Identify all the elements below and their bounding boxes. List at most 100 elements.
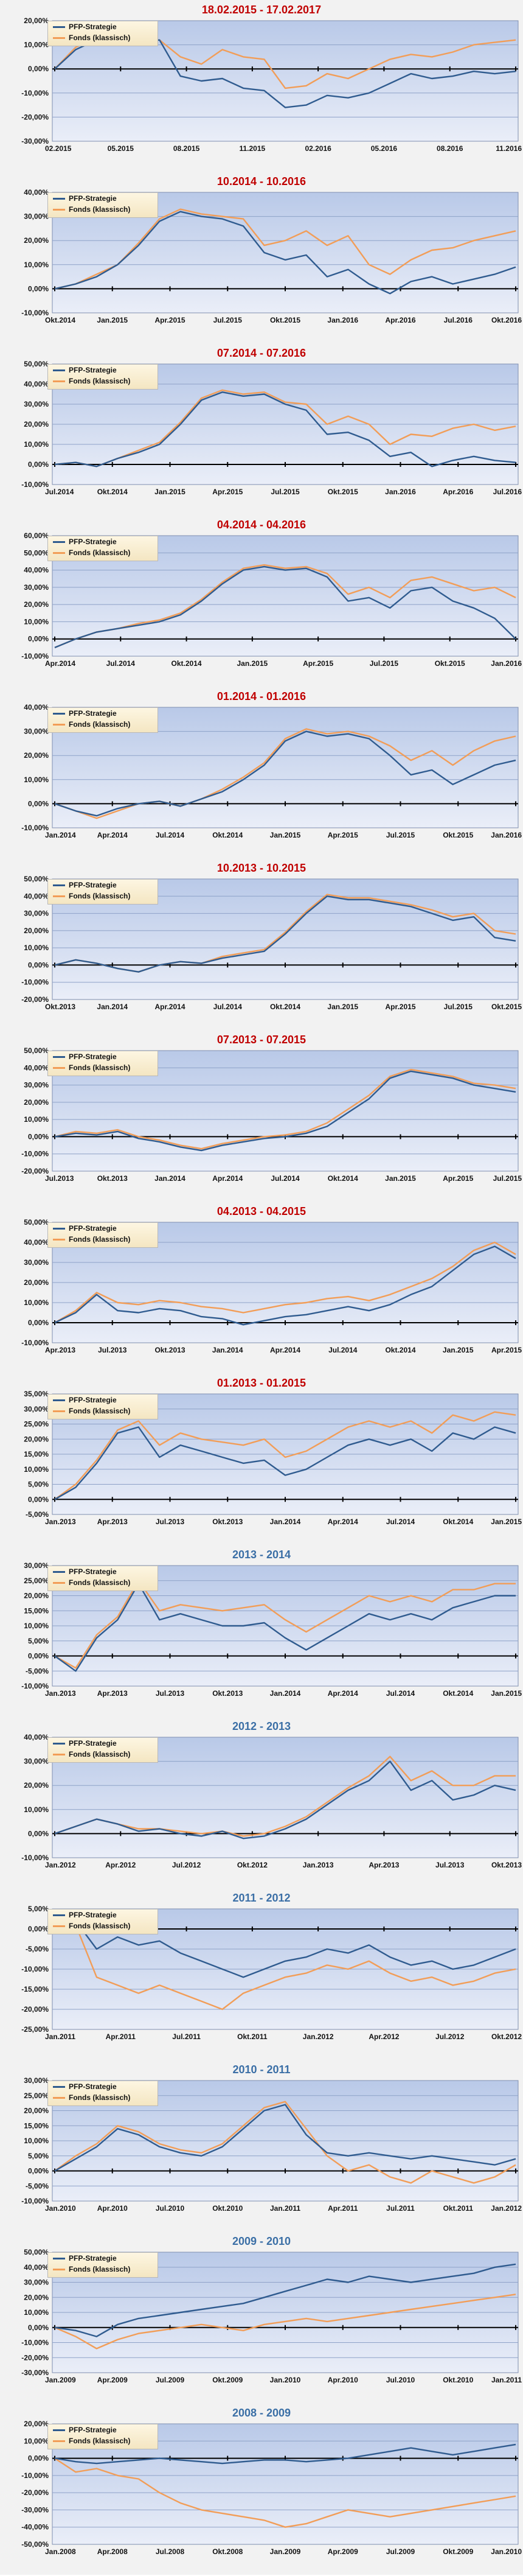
y-tick-label: 20,00% — [24, 2420, 49, 2428]
x-tick-label: Jul.2014 — [328, 1346, 358, 1354]
x-tick-label: Jan.2012 — [491, 2204, 522, 2213]
legend-entry: Fonds (klassisch) — [48, 1405, 158, 1416]
y-tick-label: 10,00% — [24, 440, 49, 449]
x-tick-label: Jan.2015 — [385, 1174, 416, 1183]
legend-entry: Fonds (klassisch) — [48, 1577, 158, 1588]
y-tick-label: -20,00% — [21, 2005, 49, 2014]
x-tick-label: Jul.2014 — [45, 488, 74, 496]
x-tick-label: Jul.2015 — [213, 316, 243, 324]
x-tick-label: Apr.2015 — [491, 1346, 522, 1354]
x-tick-label: Okt.2014 — [443, 1517, 473, 1526]
legend: PFP-Strategie Fonds (klassisch) — [47, 2252, 158, 2278]
legend-entry: Fonds (klassisch) — [48, 2092, 158, 2103]
chart-panel: 10.2013 - 10.2015 -20,00% -10,00% 0,00% 10,0… — [0, 858, 523, 1030]
y-tick-label: 0,00% — [28, 635, 49, 643]
y-tick-label: -10,00% — [21, 2471, 49, 2480]
legend-swatch — [53, 1582, 65, 1584]
legend: PFP-Strategie Fonds (klassisch) — [47, 879, 158, 905]
x-tick-label: Jan.2016 — [491, 659, 522, 668]
x-tick-label: Okt.2015 — [270, 316, 300, 324]
series-line-pfp-strategie — [54, 391, 516, 467]
legend: PFP-Strategie Fonds (klassisch) — [47, 1051, 158, 1076]
x-tick-label: Jul.2013 — [435, 1861, 465, 1869]
series-line-pfp-strategie — [54, 2104, 516, 2172]
legend-swatch — [53, 2097, 65, 2099]
x-tick-label: Jul.2015 — [370, 659, 399, 668]
x-tick-label: Jan.2015 — [327, 1003, 358, 1011]
y-tick-label: 10,00% — [24, 617, 49, 626]
chart-svg: -10,00% -5,00% 0,00% 5,00% 10,00% 15,00% 20,00… — [21, 2076, 522, 2213]
legend-swatch — [53, 2440, 65, 2442]
legend-entry: PFP-Strategie — [48, 708, 158, 719]
series-line-pfp-strategie — [54, 1583, 516, 1672]
y-tick-label: 10,00% — [24, 775, 49, 784]
x-tick-label: Apr.2009 — [97, 2376, 128, 2384]
y-tick-label: -5,00% — [26, 2182, 49, 2190]
y-tick-label: 5,00% — [28, 1480, 49, 1489]
legend-swatch — [53, 26, 65, 28]
legend-swatch — [53, 209, 65, 211]
legend-label: PFP-Strategie — [69, 2254, 117, 2263]
y-tick-label: 30,00% — [24, 583, 49, 592]
y-tick-label: 40,00% — [24, 1238, 49, 1247]
x-tick-label: Apr.2011 — [328, 2204, 358, 2213]
legend-swatch — [53, 1754, 65, 1755]
x-tick-label: Okt.2009 — [443, 2547, 473, 2556]
legend-label: Fonds (klassisch) — [69, 33, 131, 42]
x-tick-label: Okt.2014 — [385, 1346, 415, 1354]
y-tick-label: 20,00% — [24, 926, 49, 935]
y-tick-label: -10,00% — [21, 480, 49, 489]
legend-label: Fonds (klassisch) — [69, 1407, 131, 1415]
chart-panel: 18.02.2015 - 17.02.2017 -30,00% -20,00% -10… — [0, 0, 523, 172]
chart-svg: -5,00% 0,00% 5,00% 10,00% 15,00% 20,00% 25,00%… — [24, 1390, 522, 1526]
legend: PFP-Strategie Fonds (klassisch) — [47, 1909, 158, 1934]
legend: PFP-Strategie Fonds (klassisch) — [47, 364, 158, 390]
x-tick-label: Okt.2013 — [491, 1861, 522, 1869]
chart-panel: 2009 - 2010 -30,00% -20,00% -10,00% 0,00% 10,… — [0, 2231, 523, 2403]
series-line-fonds-klassisch — [54, 1755, 516, 1837]
series-line-fonds-klassisch — [54, 2101, 516, 2184]
legend-label: PFP-Strategie — [69, 881, 117, 889]
y-tick-label: -20,00% — [21, 113, 49, 121]
y-tick-label: 20,00% — [24, 751, 49, 760]
series-line-fonds-klassisch — [54, 2294, 516, 2350]
y-tick-label: 40,00% — [24, 1063, 49, 1072]
legend-swatch — [53, 2429, 65, 2431]
y-tick-label: 40,00% — [24, 892, 49, 900]
x-tick-label: Okt.2013 — [97, 1174, 128, 1183]
y-tick-label: 30,00% — [24, 909, 49, 918]
series-line-fonds-klassisch — [54, 1241, 516, 1324]
chart-title: 07.2014 - 07.2016 — [216, 347, 307, 359]
legend-swatch — [53, 552, 65, 554]
x-tick-label: 08.2016 — [437, 144, 463, 153]
chart-title: 07.2013 - 07.2015 — [216, 1034, 307, 1046]
y-tick-label: 20,00% — [24, 1592, 49, 1600]
x-tick-label: Jan.2016 — [327, 316, 358, 324]
legend-label: Fonds (klassisch) — [69, 720, 131, 729]
y-tick-label: 50,00% — [24, 1218, 49, 1227]
y-tick-label: 20,00% — [24, 1278, 49, 1287]
x-tick-label: Apr.2014 — [154, 1003, 185, 1011]
x-tick-label: Jan.2012 — [303, 2032, 334, 2041]
legend-swatch — [53, 2086, 65, 2088]
x-tick-label: 02.2016 — [305, 144, 331, 153]
legend-label: PFP-Strategie — [69, 1739, 117, 1748]
legend-label: Fonds (klassisch) — [69, 1578, 131, 1587]
chart-title: 2009 - 2010 — [232, 2235, 291, 2247]
x-tick-label: Okt.2014 — [97, 488, 128, 496]
x-tick-label: Jan.2013 — [303, 1861, 334, 1869]
x-tick-label: Jul.2016 — [493, 488, 522, 496]
y-tick-label: -30,00% — [21, 137, 49, 145]
y-tick-label: 30,00% — [24, 1258, 49, 1267]
x-tick-label: Okt.2011 — [443, 2204, 474, 2213]
series-line-fonds-klassisch — [54, 1580, 516, 1669]
y-tick-label: -5,00% — [26, 1667, 49, 1675]
y-tick-label: 20,00% — [24, 1098, 49, 1107]
legend-entry: PFP-Strategie — [48, 1051, 158, 1062]
x-tick-label: Apr.2014 — [270, 1346, 300, 1354]
x-tick-label: Okt.2014 — [270, 1003, 300, 1011]
y-tick-label: -10,00% — [21, 1150, 49, 1158]
x-tick-label: Jul.2012 — [172, 1861, 201, 1869]
y-tick-label: -10,00% — [21, 1965, 49, 1973]
y-tick-label: -50,00% — [21, 2540, 49, 2549]
